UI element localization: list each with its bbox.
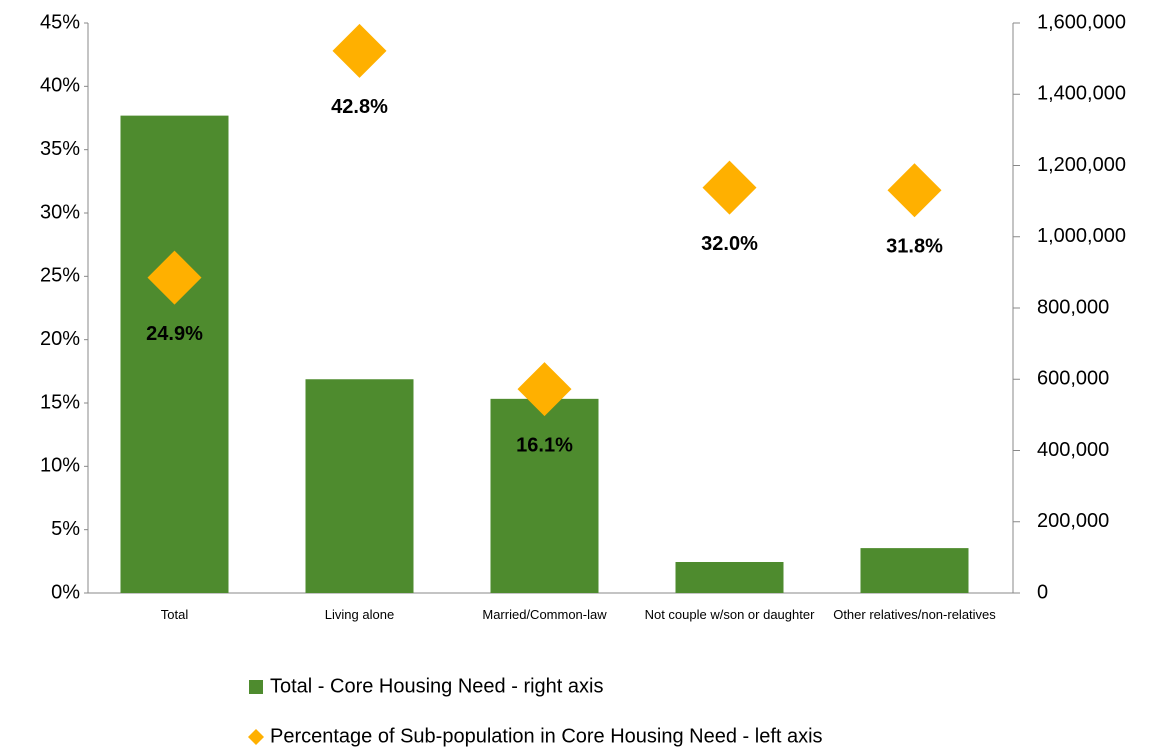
x-tick-label: Total	[160, 607, 189, 622]
diamond-marker	[147, 250, 202, 305]
data-label: 24.9%	[146, 323, 203, 345]
x-tick-label: Married/Common-law	[482, 607, 607, 622]
y-tick-label: 20%	[40, 328, 80, 350]
diamond-marker	[517, 362, 572, 417]
diamond-marker	[702, 160, 757, 215]
y2-tick-label: 600,000	[1037, 368, 1109, 390]
legend-label: Percentage of Sub-population in Core Hou…	[270, 725, 823, 747]
bar	[305, 379, 414, 593]
legend-marker	[248, 729, 264, 745]
y2-tick-label: 200,000	[1037, 510, 1109, 532]
diamond-marker	[887, 163, 942, 218]
data-label: 32.0%	[701, 233, 758, 255]
bar	[675, 562, 784, 593]
x-tick-label: Living alone	[324, 607, 395, 622]
y2-tick-label: 400,000	[1037, 439, 1109, 461]
diamond-marker	[332, 23, 387, 78]
data-label: 42.8%	[331, 96, 388, 118]
y-tick-label: 30%	[40, 201, 80, 223]
y-tick-label: 0%	[51, 581, 80, 603]
y-tick-label: 35%	[40, 138, 80, 160]
y2-tick-label: 1,400,000	[1037, 83, 1126, 105]
y2-tick-label: 1,200,000	[1037, 154, 1126, 176]
y-tick-label: 15%	[40, 391, 80, 413]
legend-label: Total - Core Housing Need - right axis	[270, 675, 603, 697]
y2-tick-label: 0	[1037, 581, 1048, 603]
x-tick-label: Other relatives/non-relatives	[833, 607, 996, 622]
bar	[490, 398, 599, 593]
bar	[860, 548, 969, 593]
y-tick-label: 5%	[51, 518, 80, 540]
y-tick-label: 25%	[40, 265, 80, 287]
y-tick-label: 40%	[40, 75, 80, 97]
data-label: 16.1%	[516, 434, 573, 456]
y-tick-label: 45%	[40, 11, 80, 33]
y2-tick-label: 1,600,000	[1037, 11, 1126, 33]
y-tick-label: 10%	[40, 455, 80, 477]
bar	[120, 115, 229, 593]
legend-marker	[249, 680, 263, 694]
y2-tick-label: 800,000	[1037, 296, 1109, 318]
y2-tick-label: 1,000,000	[1037, 225, 1126, 247]
data-label: 31.8%	[886, 235, 943, 257]
x-tick-label: Not couple w/son or daughter	[644, 607, 815, 622]
